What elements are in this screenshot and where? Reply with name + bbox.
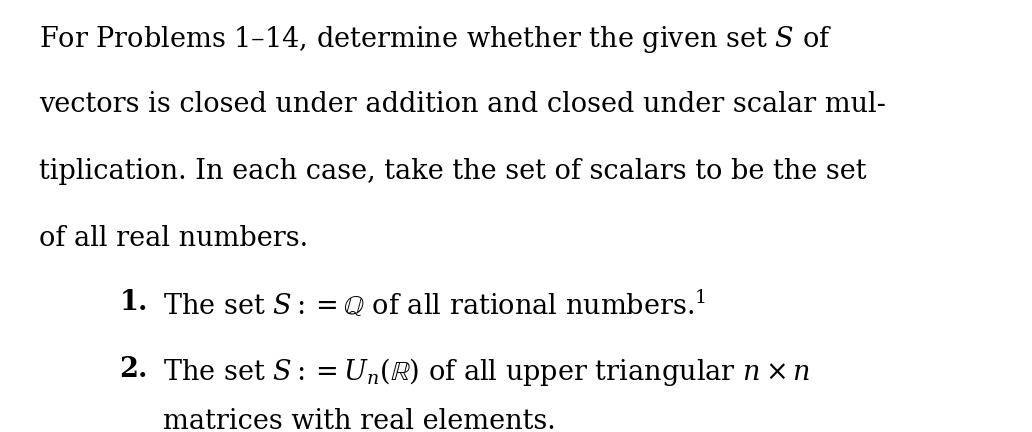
Text: vectors is closed under addition and closed under scalar mul-: vectors is closed under addition and clo… [39,91,886,118]
Text: $\mathbf{2.}$: $\mathbf{2.}$ [119,356,147,384]
Text: For Problems 1–14, determine whether the given set $S$ of: For Problems 1–14, determine whether the… [39,24,832,55]
Text: $\mathbf{1.}$: $\mathbf{1.}$ [119,289,147,316]
Text: tiplication. In each case, take the set of scalars to be the set: tiplication. In each case, take the set … [39,158,867,185]
Text: The set $S := U_n(\mathbb{R})$ of all upper triangular $n \times n$: The set $S := U_n(\mathbb{R})$ of all up… [163,356,810,388]
Text: of all real numbers.: of all real numbers. [39,225,309,251]
Text: matrices with real elements.: matrices with real elements. [163,408,556,432]
Text: The set $S := \mathbb{Q}$ of all rational numbers.$^1$: The set $S := \mathbb{Q}$ of all rationa… [163,289,707,321]
